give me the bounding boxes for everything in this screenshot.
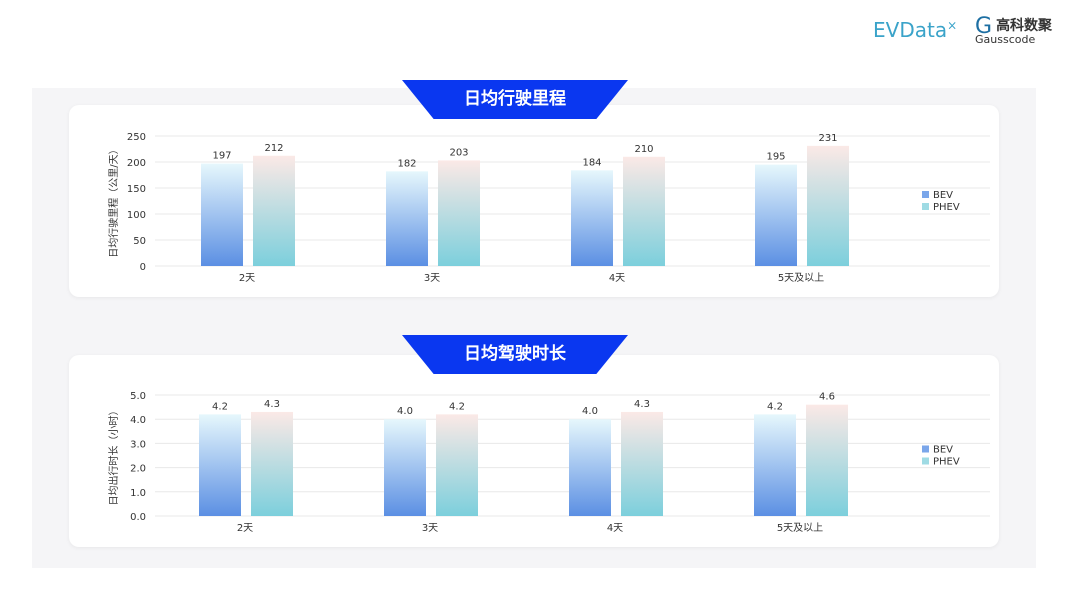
bar-bev: [201, 163, 243, 266]
data-label: 4.3: [264, 399, 280, 410]
y-tick-label: 250: [127, 132, 146, 143]
data-label: 212: [264, 143, 283, 154]
y-tick-label: 5.0: [130, 391, 146, 402]
y-axis-label: 日均行驶里程（公里/天）: [107, 144, 120, 257]
bar-phev: [251, 411, 293, 516]
legend-label: BEV: [933, 190, 953, 201]
bar-phev: [806, 404, 848, 516]
evdata-logo: EVData×: [873, 18, 958, 42]
bar-bev: [386, 171, 428, 266]
x-tick-label: 2天: [239, 273, 255, 284]
y-tick-label: 50: [133, 236, 146, 247]
data-label: 4.2: [767, 401, 783, 412]
data-label: 4.3: [634, 399, 650, 410]
x-tick-label: 3天: [424, 273, 440, 284]
data-label: 182: [397, 158, 416, 169]
y-tick-label: 0.0: [130, 512, 146, 523]
x-tick-label: 4天: [607, 523, 623, 534]
mileage-title: 日均行驶里程: [402, 80, 628, 119]
legend-swatch: [922, 191, 929, 198]
x-tick-label: 5天及以上: [778, 272, 824, 284]
y-tick-label: 150: [127, 184, 146, 195]
bar-bev: [755, 164, 797, 266]
bar-phev: [253, 155, 295, 266]
y-axis-label: 日均出行时长（小时）: [107, 406, 120, 506]
y-tick-label: 4.0: [130, 415, 146, 426]
legend-label: PHEV: [933, 202, 960, 213]
data-label: 210: [634, 144, 653, 155]
bar-bev: [571, 170, 613, 266]
bar-phev: [623, 156, 665, 266]
data-label: 4.2: [212, 401, 228, 412]
bar-bev: [384, 419, 426, 516]
gausscode-logo: G 高科数聚 Gausscode: [975, 14, 1053, 47]
x-tick-label: 4天: [609, 273, 625, 284]
bar-phev: [807, 145, 849, 266]
legend-swatch: [922, 203, 929, 210]
data-label: 195: [766, 152, 785, 163]
data-label: 231: [818, 133, 837, 144]
legend-swatch: [922, 445, 929, 453]
data-label: 197: [212, 151, 231, 162]
duration-title: 日均驾驶时长: [402, 335, 628, 374]
legend-label: PHEV: [933, 457, 960, 468]
y-tick-label: 1.0: [130, 488, 146, 499]
data-label: 203: [449, 147, 468, 158]
bar-bev: [754, 414, 796, 516]
y-tick-label: 0: [140, 262, 146, 273]
data-label: 4.0: [582, 406, 598, 417]
data-label: 4.6: [819, 392, 835, 403]
y-tick-label: 2.0: [130, 464, 146, 475]
data-label: 4.0: [397, 406, 413, 417]
x-tick-label: 5天及以上: [777, 522, 823, 534]
bar-phev: [438, 160, 480, 266]
y-tick-label: 3.0: [130, 439, 146, 450]
bar-phev: [621, 411, 663, 516]
legend-swatch: [922, 457, 929, 465]
bar-bev: [199, 414, 241, 516]
data-label: 4.2: [449, 401, 465, 412]
bar-phev: [436, 414, 478, 516]
bar-bev: [569, 419, 611, 516]
legend-label: BEV: [933, 445, 953, 456]
x-tick-label: 2天: [237, 523, 253, 534]
x-tick-label: 3天: [422, 523, 438, 534]
y-tick-label: 100: [127, 210, 146, 221]
data-label: 184: [582, 157, 601, 168]
y-tick-label: 200: [127, 158, 146, 169]
